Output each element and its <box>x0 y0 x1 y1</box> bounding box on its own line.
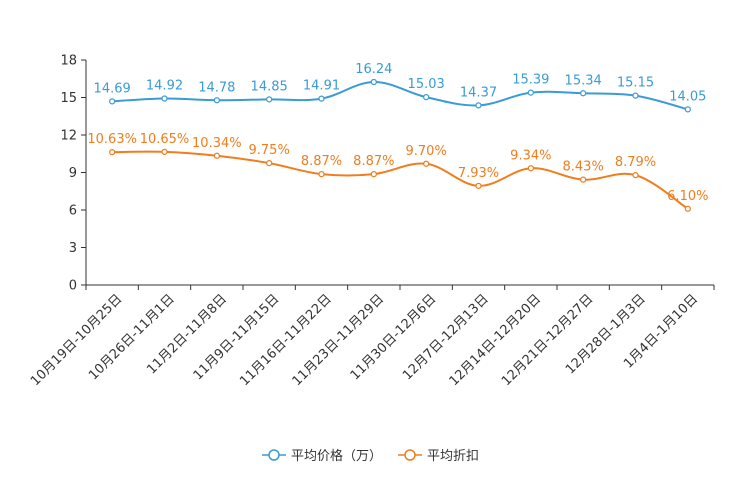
x-tick-label: 12月21日-12月27日 <box>499 292 596 389</box>
data-label: 16.24 <box>355 62 392 77</box>
x-tick-label: 11月16日-11月22日 <box>237 292 334 389</box>
data-label: 10.34% <box>192 136 242 151</box>
data-point <box>475 182 482 189</box>
legend-label: 平均价格（万） <box>291 448 382 464</box>
data-label: 14.91 <box>303 79 340 94</box>
data-label: 8.43% <box>563 160 604 175</box>
data-label: 14.69 <box>94 81 131 96</box>
data-point <box>684 106 691 113</box>
data-label: 15.03 <box>408 77 445 92</box>
legend-marker-icon <box>268 449 280 461</box>
data-point <box>109 149 116 156</box>
x-tick-label: 10月19日-10月25日 <box>28 292 125 389</box>
data-label: 7.93% <box>458 166 499 181</box>
x-tick-label: 11月23日-11月29日 <box>290 292 387 389</box>
data-point <box>266 160 273 167</box>
data-point <box>213 97 220 104</box>
data-label: 14.37 <box>460 85 497 100</box>
y-tick-label: 18 <box>60 54 77 69</box>
data-label: 14.05 <box>669 89 706 104</box>
series-line-1 <box>112 80 689 111</box>
data-point <box>684 205 691 212</box>
y-tick-label: 15 <box>60 91 77 106</box>
y-tick-label: 9 <box>69 166 77 181</box>
legend-item-1: 平均价格（万） <box>262 448 382 464</box>
data-label: 9.70% <box>406 144 447 159</box>
data-point <box>527 89 534 96</box>
x-tick-label: 12月14日-12月20日 <box>447 292 544 389</box>
data-label: 14.78 <box>198 80 235 95</box>
data-point <box>161 148 168 155</box>
data-point <box>370 171 377 178</box>
data-point <box>632 172 639 179</box>
data-point <box>318 95 325 102</box>
data-label: 8.87% <box>301 154 342 169</box>
y-tick-label: 6 <box>69 204 77 219</box>
data-label: 9.75% <box>249 143 290 158</box>
data-label: 10.63% <box>87 132 137 147</box>
data-point <box>213 152 220 159</box>
y-tick-label: 3 <box>69 241 77 256</box>
data-point <box>318 171 325 178</box>
data-label: 14.92 <box>146 79 183 94</box>
data-point <box>580 90 587 97</box>
data-label: 8.79% <box>615 155 656 170</box>
data-point <box>161 95 168 102</box>
data-point <box>423 94 430 101</box>
data-point <box>423 160 430 167</box>
legend-label: 平均折扣 <box>427 449 479 464</box>
series-line-2 <box>112 150 689 210</box>
data-label: 6.10% <box>667 189 708 204</box>
legend-marker-icon <box>404 449 416 461</box>
y-tick-label: 0 <box>69 279 77 294</box>
data-point <box>370 78 377 86</box>
data-point <box>266 96 273 103</box>
legend-item-2: 平均折扣 <box>398 449 479 464</box>
data-label: 15.15 <box>617 76 654 91</box>
data-label: 8.87% <box>353 154 394 169</box>
data-point <box>580 176 587 183</box>
data-point <box>475 102 482 109</box>
data-point <box>527 165 534 172</box>
data-label: 14.85 <box>251 79 288 94</box>
data-label: 15.34 <box>565 73 602 88</box>
data-label: 9.34% <box>510 148 551 163</box>
y-tick-label: 12 <box>60 129 77 144</box>
data-label: 10.65% <box>140 132 190 147</box>
data-point <box>632 92 639 99</box>
data-point <box>109 98 116 105</box>
data-label: 15.39 <box>512 73 549 88</box>
